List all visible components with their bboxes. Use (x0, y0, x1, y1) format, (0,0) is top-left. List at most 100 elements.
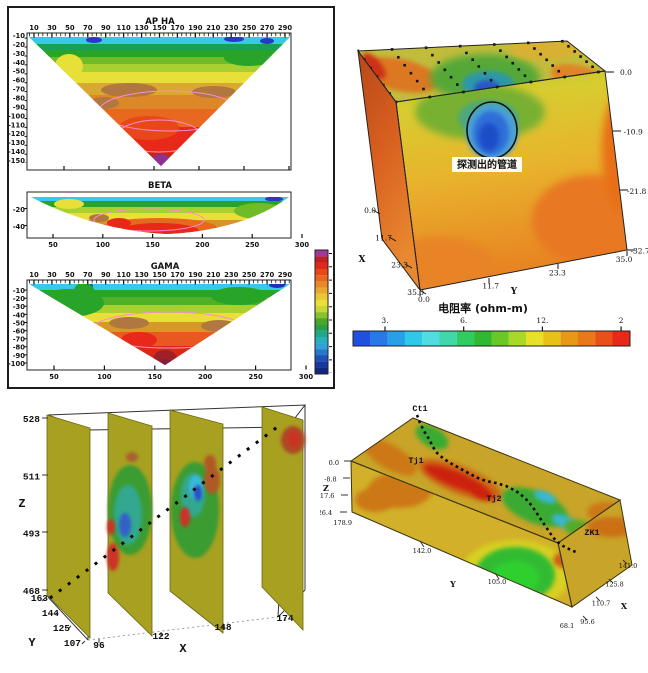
colorbar-cell (387, 331, 405, 346)
gama-depth-tick: -90 (13, 352, 26, 360)
slab-axis-ticks (340, 460, 628, 621)
plot-title-gama: GAMA (151, 262, 180, 272)
alpha-depth-tick: -90 (13, 103, 26, 111)
colorbar-title: 电阻率 (ohm-m) (438, 301, 528, 315)
colorbar-cell (353, 331, 371, 346)
slab-z-tick: 0.0 (329, 459, 339, 467)
colorbar-cell (370, 331, 388, 346)
colorbar-cell (474, 331, 492, 346)
cube-x-tick: 0.0 (364, 206, 376, 215)
gama-x-bottom-tick: 100 (97, 373, 111, 381)
colorbar-cell (595, 331, 613, 346)
gama-x-bottom-tick: 150 (148, 373, 162, 381)
panel-resistivity-cube: 探测出的管道 0.0 11.7 23.3 35.0 X 0.0 11.7 23.3 35.0… (352, 39, 648, 347)
colorbar-tick: 2 (619, 316, 624, 325)
alpha-depth-tick: -60 (13, 77, 26, 85)
cube-y-axis-label: Y (510, 287, 518, 297)
fence-axis-ticks (41, 417, 286, 645)
gama-x-tick: 90 (101, 271, 111, 279)
colorbar-cell (508, 331, 527, 346)
alpha-x-tick: 10 (29, 24, 39, 32)
colorbar-cell (315, 367, 328, 375)
fence-z-tick: 468 (23, 586, 40, 597)
gama-depth-tick: -80 (13, 344, 26, 352)
fence-x-tick: 148 (214, 622, 231, 633)
gama-x-bottom-tick: 50 (49, 373, 59, 381)
gama-x-tick: 250 (242, 271, 256, 279)
colorbar-cell (315, 330, 328, 338)
gama-x-tick: 190 (188, 271, 202, 279)
fence-x-tick: 174 (276, 613, 293, 624)
colorbar-cell (315, 336, 328, 344)
alpha-depth-tick: -130 (9, 139, 25, 147)
plot-title-beta: BETA (148, 181, 172, 191)
alpha-x-tick: 170 (170, 24, 184, 32)
alpha-x-tick: 270 (260, 24, 274, 32)
slab-x-tick: 95.6 (580, 618, 594, 626)
colorbar-cell (315, 361, 328, 368)
cube-z-tick: -32.7 (631, 247, 648, 256)
panel-fence-slices: 528 511 493 468 Z 163 144 125 107 Y 96 122 148 17… (18, 404, 307, 656)
colorbar-ticks: 3. 6. 12. 2 (381, 316, 623, 325)
fence-y-tick: 107 (64, 638, 81, 649)
gama-top-axis: 10 30 50 70 90 110 130 150 170 190 210 230 250 270 290 (29, 271, 292, 279)
alpha-depth-tick: -10 (13, 32, 26, 40)
alpha-x-tick: 190 (188, 24, 202, 32)
gama-depth-tick: -40 (13, 311, 26, 319)
slab-z-tick: -17.6 (320, 492, 334, 500)
colorbar-cell (315, 299, 328, 307)
beta-depth-tick: -20 (13, 206, 26, 214)
colorbar-tick: 12. (536, 316, 548, 325)
alpha-x-tick: 110 (117, 24, 131, 32)
beta-x-tick: 200 (195, 241, 209, 249)
colorbar-cell (422, 331, 440, 346)
gama-depth-tick: -20 (13, 295, 26, 303)
beta-bottom-axis: 50 100 150 200 250 300 (48, 241, 309, 249)
alpha-x-tick: 210 (206, 24, 220, 32)
colorbar-cell (612, 331, 630, 346)
slice-anomalies (107, 426, 305, 571)
fence-y-tick: 125 (53, 623, 70, 634)
gama-depth-tick: -60 (13, 328, 26, 336)
slab-x-axis-label: X (621, 601, 628, 611)
marker-ct1: Ct1 (412, 404, 427, 414)
fence-y-tick: 144 (42, 608, 59, 619)
gama-left-axis: -10-20-30-40-50-60-70-80-90-100 (9, 287, 25, 368)
alpha-depth-tick: -80 (13, 95, 26, 103)
colorbar-cell (315, 268, 328, 276)
beta-x-tick: 100 (96, 241, 110, 249)
fence-y-tick: 163 (31, 593, 48, 604)
fence-z-tick: 511 (23, 471, 40, 482)
colorbar-cell (315, 349, 328, 356)
beta-contours (31, 197, 289, 234)
gama-bottom-axis: 50 100 150 200 250 300 (49, 373, 313, 381)
slab-x-tick: 110.7 (592, 599, 611, 607)
slab-z-tick: -26.4 (320, 509, 332, 517)
colorbar-cell (315, 318, 328, 325)
alpha-x-tick: 150 (152, 24, 166, 32)
cube-colorbar-frame (352, 330, 631, 347)
gama-x-tick: 290 (278, 271, 292, 279)
alpha-x-tick: 70 (83, 24, 93, 32)
alpha-depth-tick: -150 (9, 157, 25, 165)
slab-z-axis-label: Z (323, 483, 329, 493)
colorbar-cell (315, 287, 328, 294)
gama-depth-tick: -70 (13, 336, 26, 344)
alpha-depth-tick: -70 (13, 86, 26, 94)
slab-y-tick: 105.0 (488, 578, 507, 586)
cube-x-axis: 0.0 11.7 23.3 35.0 (364, 206, 424, 297)
cube-z-axis: 0.0 -10.9 -21.8 -32.7 (620, 68, 648, 256)
gama-x-bottom-tick: 250 (248, 373, 262, 381)
colorbar-cell (543, 331, 561, 346)
beta-depth-tick: -40 (13, 223, 26, 231)
gama-x-bottom-tick: 200 (198, 373, 212, 381)
gama-contours (29, 284, 290, 365)
cube-colorbar (353, 331, 630, 346)
gama-x-tick: 270 (260, 271, 274, 279)
colorbar-cell (315, 324, 328, 331)
alpha-depth-tick: -50 (13, 68, 26, 76)
alpha-depth-tick: -120 (9, 130, 25, 138)
slab-edges (349, 417, 633, 608)
gama-x-tick: 130 (134, 271, 148, 279)
